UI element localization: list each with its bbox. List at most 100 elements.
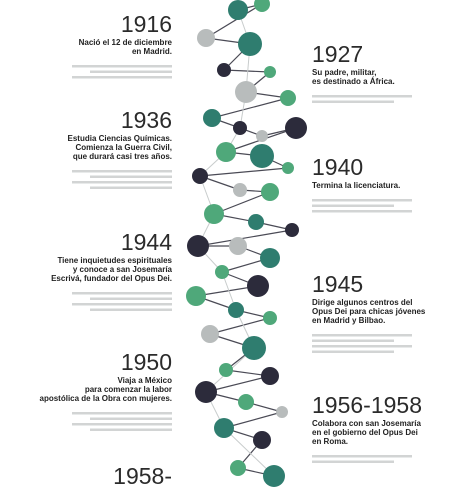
atom xyxy=(192,168,208,184)
body-text xyxy=(90,186,172,189)
event-headline: Tiene inquietudes espirituales xyxy=(57,256,172,265)
atom xyxy=(254,0,270,12)
body-text xyxy=(72,65,172,68)
event-headline: Viaja a México xyxy=(117,376,172,385)
body-text xyxy=(312,199,412,202)
event-year: 1945 xyxy=(312,271,363,297)
body-text xyxy=(312,350,394,353)
body-text xyxy=(72,292,172,295)
atom xyxy=(238,394,254,410)
bond xyxy=(209,317,271,335)
event-year: 1944 xyxy=(121,229,172,255)
body-text xyxy=(312,210,412,213)
atom xyxy=(261,183,279,201)
atom xyxy=(197,29,215,47)
atom xyxy=(228,302,244,318)
atom xyxy=(256,130,268,142)
bond xyxy=(223,427,275,477)
event-year: 1950 xyxy=(121,349,172,375)
bond xyxy=(223,411,283,429)
body-text xyxy=(90,428,172,431)
atom xyxy=(216,142,236,162)
event-year: 1916 xyxy=(121,11,172,37)
atom xyxy=(235,81,257,103)
atom xyxy=(215,265,229,279)
body-text xyxy=(72,423,172,426)
atom xyxy=(217,63,231,77)
atom xyxy=(253,431,271,449)
atom xyxy=(260,248,280,268)
atom xyxy=(264,66,276,78)
event-headline: Dirige algunos centros del xyxy=(312,298,412,307)
body-text xyxy=(72,76,172,79)
event-year: 1927 xyxy=(312,41,363,67)
atom xyxy=(201,325,219,343)
atom xyxy=(263,311,277,325)
event-headline: que durará casi tres años. xyxy=(73,152,172,161)
event-headline: Estudia Ciencias Químicas. xyxy=(68,134,172,143)
event-headline: Comienza la Guerra Civil, xyxy=(76,143,172,152)
bond xyxy=(199,167,289,177)
body-text xyxy=(312,95,412,98)
body-text xyxy=(72,412,172,415)
body-text xyxy=(72,303,172,306)
atom xyxy=(238,32,262,56)
bond xyxy=(205,3,263,39)
event-headline: Colabora con san Josemaría xyxy=(312,419,421,428)
event-headline: y conoce a san Josemaría xyxy=(73,265,173,274)
atom xyxy=(285,117,307,139)
event-year: 1940 xyxy=(312,154,363,180)
body-text xyxy=(72,181,172,184)
event-headline: en el gobierno del Opus Dei xyxy=(312,428,418,437)
bond xyxy=(197,229,293,247)
atom xyxy=(263,465,285,487)
atom xyxy=(186,286,206,306)
body-text xyxy=(312,460,394,463)
atom xyxy=(219,363,233,377)
event-year: 1956-1958 xyxy=(312,392,422,418)
body-text xyxy=(312,204,394,207)
event-headline: para comenzar la labor xyxy=(85,385,172,394)
body-text xyxy=(312,100,394,103)
body-text xyxy=(90,308,172,311)
event-headline: en Madrid y Bilbao. xyxy=(312,316,385,325)
atom xyxy=(195,381,217,403)
event-headline: apostólica de la Obra con mujeres. xyxy=(40,394,173,403)
event-headline: Escrivá, fundador del Opus Dei. xyxy=(51,274,172,283)
atom xyxy=(282,162,294,174)
event-headline: Opus Dei para chicas jóvenes xyxy=(312,307,426,316)
atom xyxy=(248,214,264,230)
atom xyxy=(280,90,296,106)
body-text xyxy=(72,170,172,173)
body-text xyxy=(90,175,172,178)
atom xyxy=(233,121,247,135)
atom xyxy=(247,275,269,297)
event-headline: en Madrid. xyxy=(132,47,172,56)
atom xyxy=(230,460,246,476)
body-text xyxy=(90,417,172,420)
event-headline: Su padre, militar, xyxy=(312,68,376,77)
atom xyxy=(228,0,248,20)
event-year: 1936 xyxy=(121,107,172,133)
event-headline: es destinado a África. xyxy=(312,77,395,86)
atom xyxy=(261,367,279,385)
atom xyxy=(276,406,288,418)
atom xyxy=(204,204,224,224)
atom xyxy=(203,109,221,127)
body-text xyxy=(312,455,412,458)
body-text xyxy=(312,345,412,348)
bond xyxy=(211,97,289,119)
atom xyxy=(285,223,299,237)
atom xyxy=(229,237,247,255)
atom xyxy=(187,235,209,257)
bond xyxy=(213,191,271,215)
event-year: 1958- xyxy=(113,463,172,487)
event-headline: Nació el 12 de diciembre xyxy=(79,38,173,47)
atom xyxy=(233,183,247,197)
body-text xyxy=(90,297,172,300)
atom xyxy=(214,418,234,438)
atom xyxy=(242,336,266,360)
body-text xyxy=(312,334,412,337)
